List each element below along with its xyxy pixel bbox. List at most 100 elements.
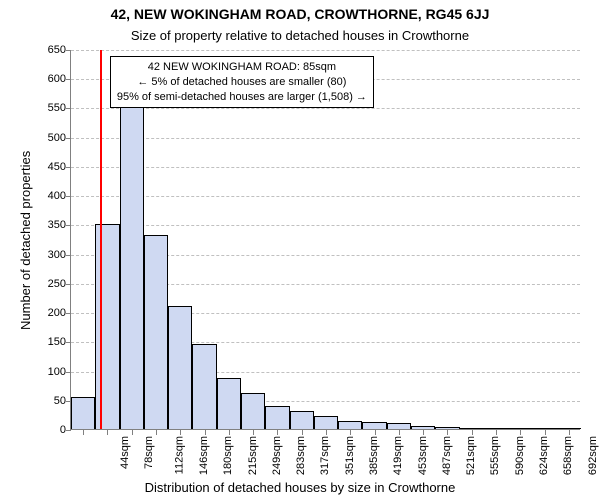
x-tick-label: 146sqm [198,436,210,475]
y-tick-label: 200 [48,307,66,319]
y-axis-label: Number of detached properties [18,151,33,330]
x-tick-label: 180sqm [222,436,234,475]
histogram-bar [508,428,532,429]
y-tick-mark [66,255,71,256]
x-tick-mark [156,430,157,435]
y-tick-label: 650 [48,44,66,56]
y-tick-mark [66,225,71,226]
gridline [71,225,580,226]
histogram-bar [71,397,95,429]
x-axis-label: Distribution of detached houses by size … [0,480,600,495]
x-tick-mark [132,430,133,435]
annotation-line: 95% of semi-detached houses are larger (… [117,90,367,105]
y-tick-mark [66,372,71,373]
y-tick-label: 600 [48,73,66,85]
x-tick-label: 658sqm [562,436,574,475]
histogram-bar [265,406,289,429]
x-tick-mark [496,430,497,435]
x-tick-label: 555sqm [490,436,502,475]
annotation-line: 42 NEW WOKINGHAM ROAD: 85sqm [117,60,367,75]
histogram-bar [314,416,338,429]
x-tick-label: 249sqm [271,436,283,475]
histogram-bar [362,422,386,429]
property-marker-line [100,50,102,429]
histogram-bar [95,224,119,429]
x-tick-label: 385sqm [368,436,380,475]
x-tick-mark [302,430,303,435]
plot-area: 42 NEW WOKINGHAM ROAD: 85sqm← 5% of deta… [70,50,580,430]
x-tick-mark [107,430,108,435]
chart-title-line1: 42, NEW WOKINGHAM ROAD, CROWTHORNE, RG45… [0,6,600,22]
y-tick-mark [66,167,71,168]
x-tick-mark [326,430,327,435]
chart-container: 42, NEW WOKINGHAM ROAD, CROWTHORNE, RG45… [0,0,600,500]
x-tick-mark [277,430,278,435]
histogram-bar [290,411,314,429]
annotation-box: 42 NEW WOKINGHAM ROAD: 85sqm← 5% of deta… [110,56,374,109]
y-tick-mark [66,196,71,197]
x-tick-label: 590sqm [514,436,526,475]
histogram-bar [484,428,508,429]
y-tick-label: 150 [48,336,66,348]
histogram-bar [411,426,435,429]
y-tick-label: 350 [48,219,66,231]
histogram-bar [338,421,362,429]
y-tick-mark [66,342,71,343]
histogram-bar [557,428,581,429]
gridline [71,108,580,109]
x-tick-mark [253,430,254,435]
y-tick-mark [66,138,71,139]
y-tick-label: 400 [48,190,66,202]
x-tick-label: 78sqm [143,436,155,469]
gridline [71,138,580,139]
x-tick-label: 521sqm [465,436,477,475]
x-tick-label: 112sqm [173,436,185,474]
histogram-bar [144,235,168,429]
x-tick-mark [545,430,546,435]
y-tick-label: 450 [48,161,66,173]
histogram-bar [460,428,484,429]
y-tick-label: 100 [48,366,66,378]
histogram-bar [532,428,556,429]
histogram-bar [217,378,241,429]
histogram-bar [168,306,192,429]
x-tick-mark [205,430,206,435]
y-tick-mark [66,50,71,51]
x-tick-mark [423,430,424,435]
gridline [71,196,580,197]
gridline [71,167,580,168]
x-tick-mark [520,430,521,435]
y-tick-mark [66,313,71,314]
x-tick-label: 283sqm [295,436,307,475]
x-tick-mark [569,430,570,435]
x-tick-mark [350,430,351,435]
x-tick-mark [447,430,448,435]
x-tick-mark [399,430,400,435]
histogram-bar [241,393,265,429]
x-tick-label: 317sqm [320,436,332,475]
x-tick-mark [229,430,230,435]
x-tick-label: 215sqm [247,436,259,475]
x-tick-label: 692sqm [587,436,599,475]
x-tick-mark [375,430,376,435]
histogram-bar [192,344,216,429]
y-tick-label: 500 [48,132,66,144]
y-tick-mark [66,108,71,109]
y-tick-mark [66,284,71,285]
y-tick-label: 50 [54,395,66,407]
x-tick-label: 487sqm [441,436,453,475]
gridline [71,50,580,51]
x-tick-mark [180,430,181,435]
x-tick-label: 351sqm [344,436,356,475]
annotation-line: ← 5% of detached houses are smaller (80) [117,75,367,90]
x-tick-label: 44sqm [119,436,131,469]
y-tick-label: 0 [60,424,66,436]
y-tick-label: 300 [48,249,66,261]
y-tick-label: 250 [48,278,66,290]
y-tick-mark [66,79,71,80]
histogram-bar [120,105,144,429]
histogram-bar [435,427,459,429]
y-tick-mark [66,430,71,431]
x-tick-label: 453sqm [417,436,429,475]
x-tick-mark [472,430,473,435]
